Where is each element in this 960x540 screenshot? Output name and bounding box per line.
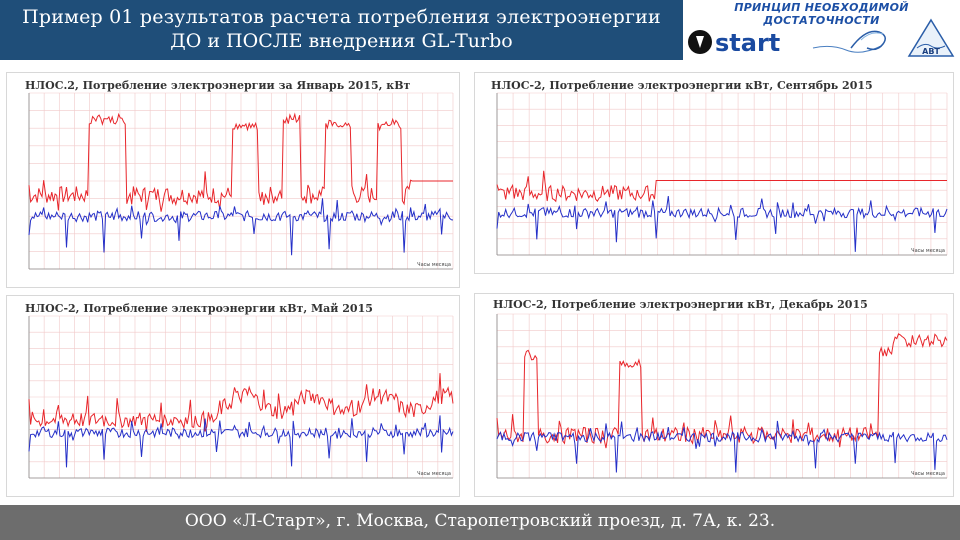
chart-title-january: НЛОС.2, Потребление электроэнергии за Ян…: [25, 79, 411, 92]
slide-title-line1: Пример 01 результатов расчета потреблени…: [22, 6, 661, 28]
avt-logo: АВТ: [907, 18, 955, 57]
chart-panel-september: Часы месяца НЛОС-2, Потребление электроэ…: [474, 72, 954, 274]
slide-footer: ООО «Л-Старт», г. Москва, Старопетровски…: [0, 505, 960, 540]
series-after: [28, 198, 454, 256]
x-axis-unit: Часы месяца: [417, 471, 451, 477]
series-before: [28, 373, 454, 433]
motto-text: ПРИНЦИП НЕОБХОДИМОЙ ДОСТАТОЧНОСТИ: [734, 1, 909, 27]
x-axis-unit: Часы месяца: [911, 248, 945, 254]
chart-september: Часы месяца: [496, 92, 948, 256]
start-logo: start: [688, 29, 780, 56]
grid: [28, 315, 454, 479]
chart-title-september: НЛОС-2, Потребление электроэнергии кВт, …: [491, 79, 873, 92]
slide-title-line2: ДО и ПОСЛЕ внедрения GL-Turbo: [170, 30, 513, 52]
series-after: [28, 415, 454, 468]
chart-title-may: НЛОС-2, Потребление электроэнергии кВт, …: [25, 302, 373, 315]
chart-title-december: НЛОС-2, Потребление электроэнергии кВт, …: [493, 298, 868, 311]
grid: [496, 313, 948, 479]
footer-address: ООО «Л-Старт», г. Москва, Старопетровски…: [184, 511, 776, 531]
series-before: [496, 333, 948, 449]
chart-december: Часы месяца: [496, 313, 948, 479]
chart-may: Часы месяца: [28, 315, 454, 479]
avt-logo-text: АВТ: [922, 47, 940, 56]
slide-header: Пример 01 результатов расчета потреблени…: [0, 0, 683, 60]
logo-area: ПРИНЦИП НЕОБХОДИМОЙ ДОСТАТОЧНОСТИ start …: [683, 0, 960, 60]
series-after: [496, 420, 948, 473]
chart-panel-january: Часы месяца НЛОС.2, Потребление электроэ…: [6, 72, 460, 288]
series-after: [496, 196, 948, 252]
wave-icon: [812, 30, 886, 53]
start-logo-text: start: [715, 29, 780, 56]
series-before: [28, 112, 453, 212]
chart-panel-december: Часы месяца НЛОС-2, Потребление электроэ…: [474, 293, 954, 497]
chart-panel-may: Часы месяца НЛОС-2, Потребление электроэ…: [6, 295, 460, 497]
chart-january: Часы месяца: [28, 92, 454, 270]
x-axis-unit: Часы месяца: [911, 471, 945, 477]
x-axis-unit: Часы месяца: [417, 262, 451, 268]
series-before: [496, 170, 947, 203]
grid: [28, 92, 454, 270]
grid: [496, 92, 948, 256]
